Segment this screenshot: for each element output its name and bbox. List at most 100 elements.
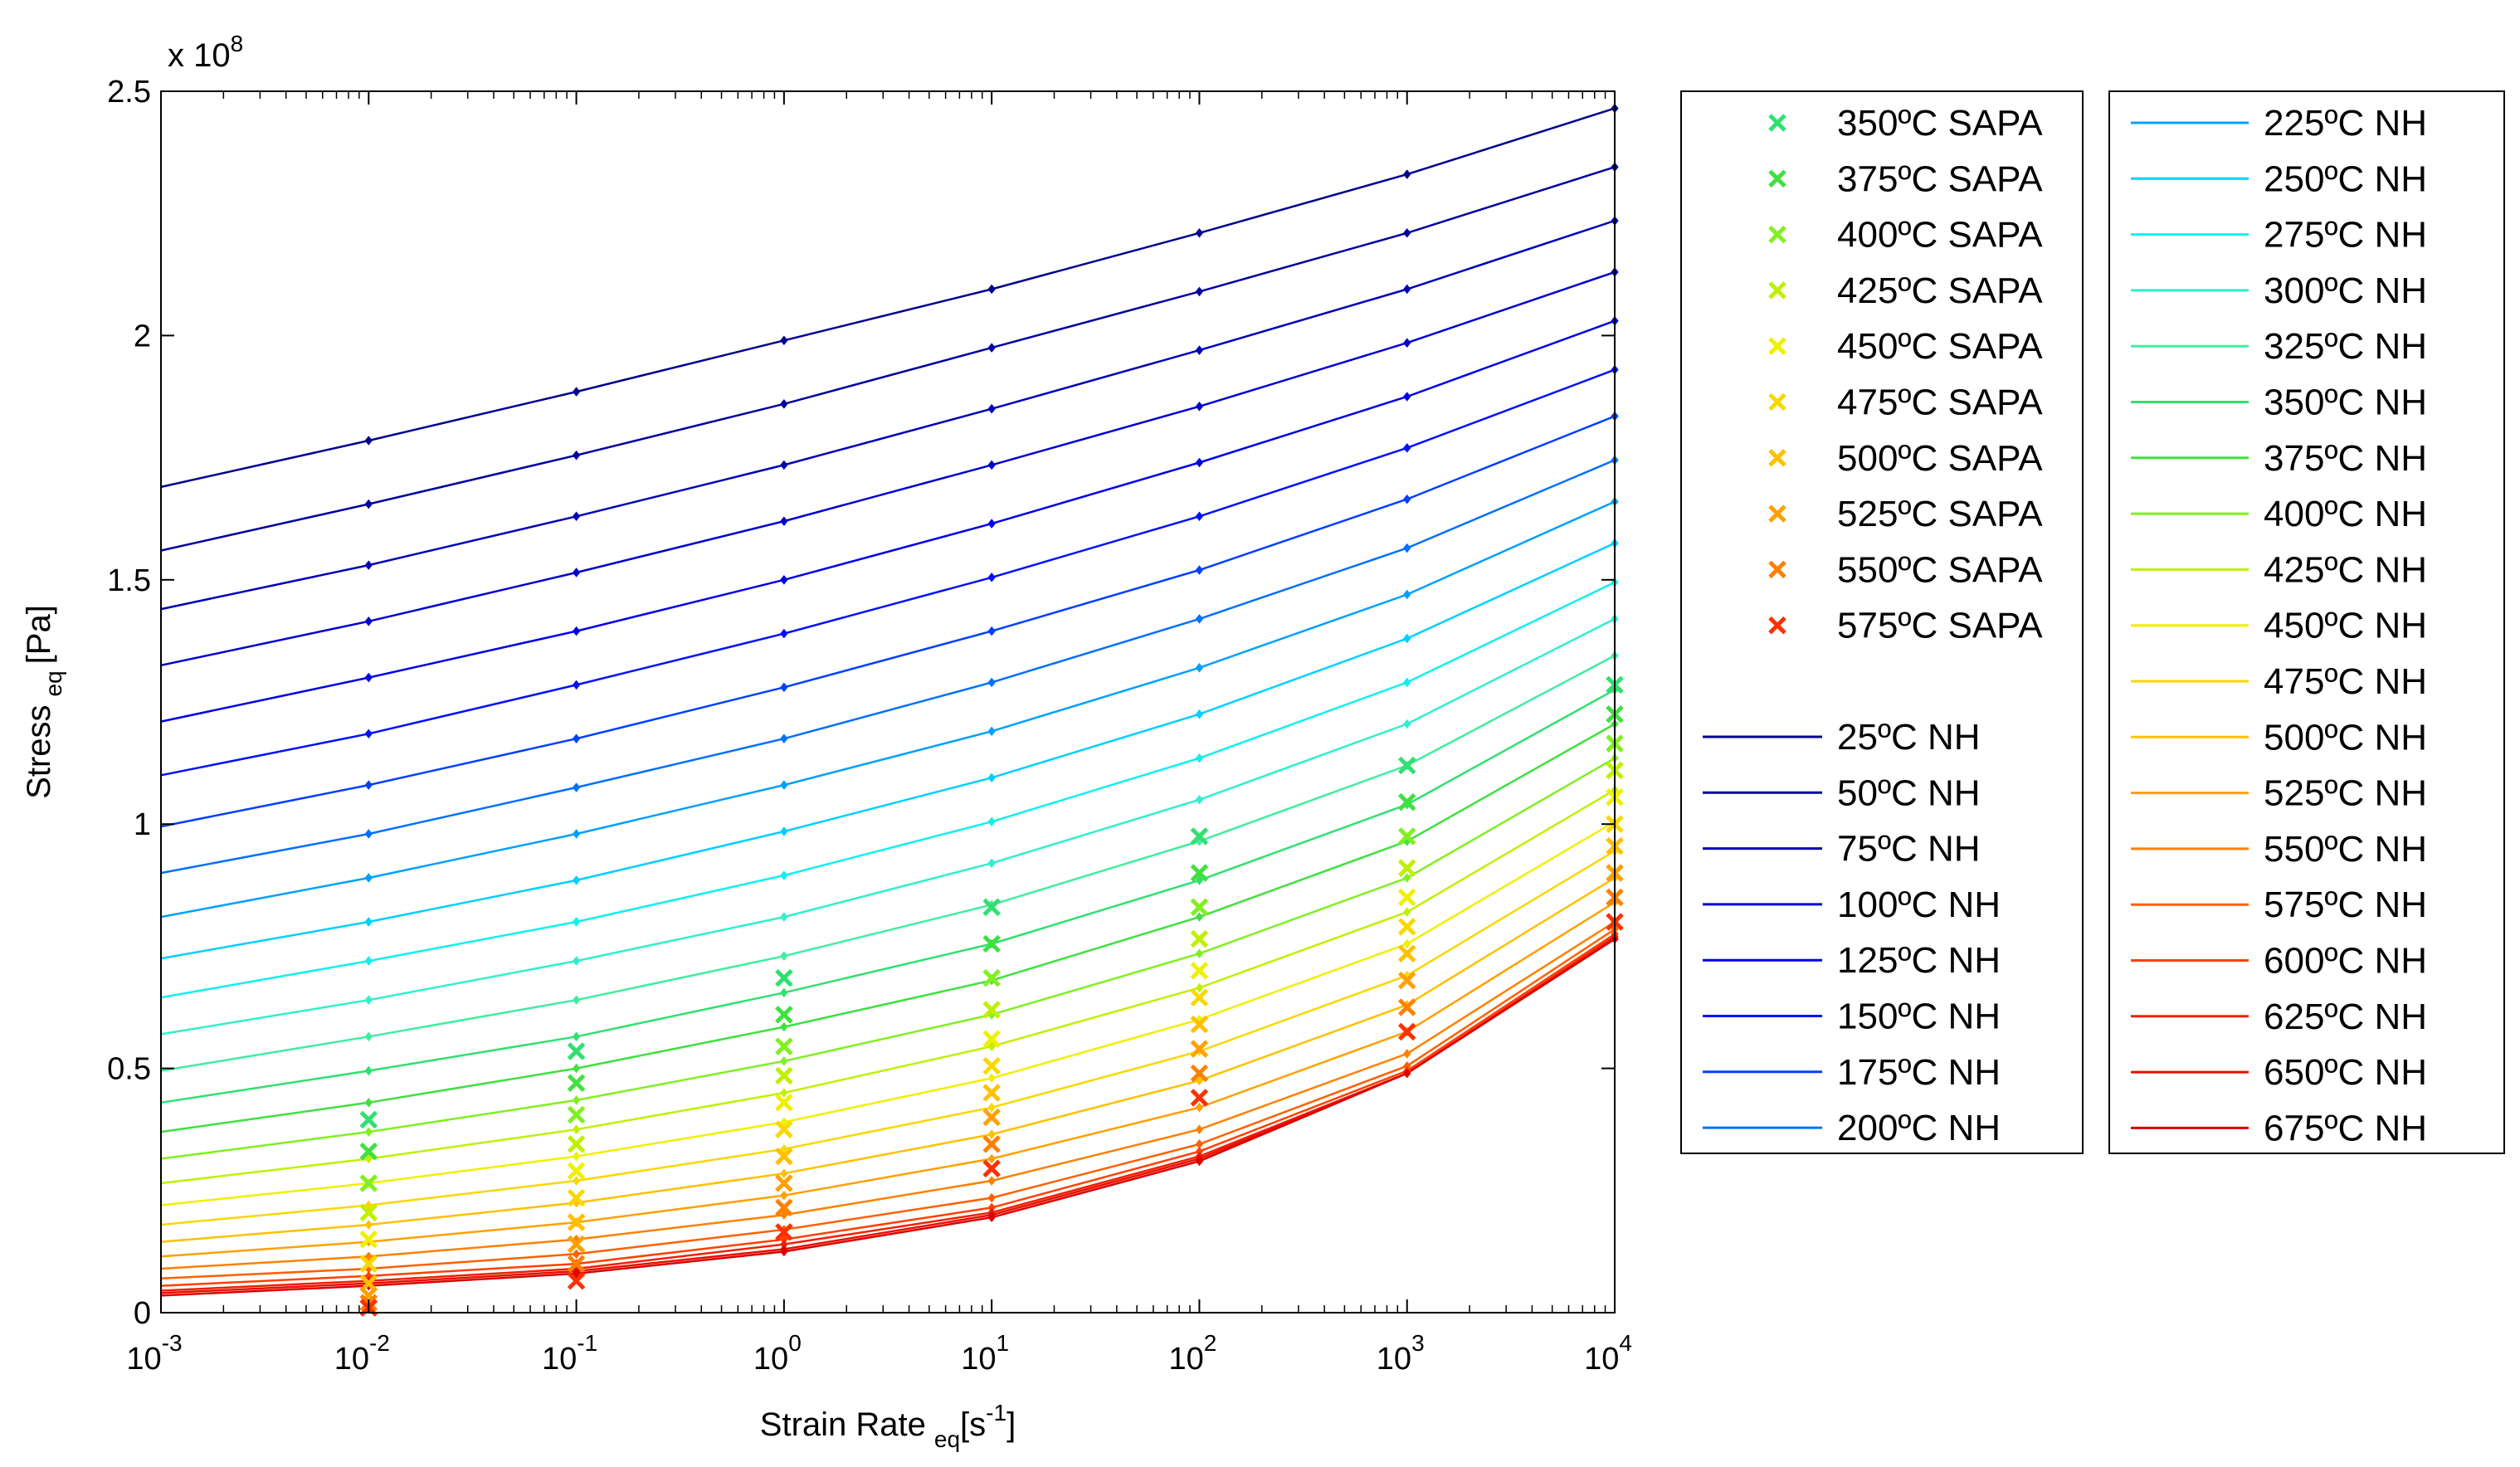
point-175c-nh-6 bbox=[1403, 494, 1411, 504]
series-line-175c-nh bbox=[160, 415, 1616, 828]
legend-item-400c-sapa: 400ºC SAPA bbox=[1768, 215, 2043, 256]
sapa-point-550c-sapa-2 bbox=[775, 1198, 793, 1217]
sapa-point-375c-sapa-2 bbox=[775, 1006, 793, 1024]
point-200c-nh-2 bbox=[572, 782, 581, 792]
sapa-point-575c-sapa-1 bbox=[567, 1271, 586, 1290]
legend-sapa-nh-left: 350ºC SAPA 375ºC SAPA 400ºC SAPA 425ºC SAPA… bbox=[1680, 90, 2084, 1154]
point-200c-nh-1 bbox=[364, 829, 373, 839]
point-225c-nh-6 bbox=[1403, 589, 1411, 600]
point-225c-nh-5 bbox=[1195, 662, 1204, 673]
y-axis-label: Stresseq[Pa] bbox=[21, 605, 66, 799]
legend-item-350c-nh: 350ºC NH bbox=[2131, 383, 2427, 423]
legend-marker bbox=[1768, 560, 1786, 579]
series-line-675c-nh bbox=[160, 938, 1616, 1297]
sapa-point-425c-sapa-2 bbox=[775, 1066, 793, 1085]
legend-item-375c-nh: 375ºC NH bbox=[2131, 438, 2427, 479]
point-150c-nh-4 bbox=[987, 573, 996, 582]
series-line-375c-nh bbox=[160, 723, 1616, 1133]
point-525c-nh-5 bbox=[1195, 1102, 1204, 1113]
point-300c-nh-4 bbox=[987, 858, 996, 869]
point-275c-nh-2 bbox=[572, 917, 581, 927]
x-tick-label: 100 bbox=[753, 1330, 802, 1377]
legend-label: 100ºC NH bbox=[1837, 885, 2001, 925]
point-675c-nh-2 bbox=[572, 1269, 581, 1279]
point-375c-nh-1 bbox=[364, 1098, 373, 1108]
point-675c-nh-3 bbox=[780, 1246, 788, 1257]
legend-item-550c-sapa: 550ºC SAPA bbox=[1768, 549, 2043, 590]
point-500c-nh-4 bbox=[987, 1129, 996, 1139]
legend-item-75c-nh: 75ºC NH bbox=[1703, 829, 1981, 870]
legend-label: 400ºC SAPA bbox=[1837, 215, 2043, 256]
legend-label: 75ºC NH bbox=[1837, 829, 1981, 870]
point-200c-nh-3 bbox=[780, 734, 788, 743]
sapa-point-525c-sapa-4 bbox=[1190, 1040, 1209, 1058]
legend-label: 25ºC NH bbox=[1837, 717, 1981, 758]
x-tick-label: 10-2 bbox=[334, 1330, 390, 1377]
sapa-point-400c-sapa-5 bbox=[1397, 827, 1416, 846]
point-475c-nh-4 bbox=[987, 1102, 996, 1113]
point-150c-nh-6 bbox=[1403, 443, 1411, 453]
point-175c-nh-5 bbox=[1195, 565, 1204, 575]
sapa-point-525c-sapa-3 bbox=[982, 1108, 1001, 1127]
legend-right-items: 225ºC NH 250ºC NH 275ºC NH 300ºC NH 325ºC NH… bbox=[2131, 103, 2427, 1148]
series-line-450c-nh bbox=[160, 821, 1616, 1206]
series-line-300c-nh bbox=[160, 617, 1616, 1036]
legend-item-200c-nh: 200ºC NH bbox=[1703, 1108, 2001, 1148]
series-line-200c-nh bbox=[160, 459, 1616, 875]
point-200c-nh-6 bbox=[1403, 543, 1411, 553]
point-275c-nh-4 bbox=[987, 816, 996, 827]
point-100c-nh-6 bbox=[1403, 338, 1411, 348]
point-400c-nh-6 bbox=[1403, 873, 1411, 883]
sapa-point-500c-sapa-4 bbox=[1190, 1015, 1209, 1034]
x-axis-label-sub: eq bbox=[934, 1426, 960, 1452]
point-50c-nh-2 bbox=[572, 450, 581, 461]
sapa-point-425c-sapa-4 bbox=[1190, 929, 1209, 948]
sapa-point-475c-sapa-5 bbox=[1397, 918, 1416, 936]
x-tick-label: 102 bbox=[1168, 1330, 1216, 1377]
legend-label: 525ºC SAPA bbox=[1837, 494, 2043, 534]
point-225c-nh-3 bbox=[780, 780, 788, 790]
legend-label: 300ºC NH bbox=[2264, 270, 2427, 311]
series-line-525c-nh bbox=[160, 901, 1616, 1258]
sapa-point-500c-sapa-3 bbox=[982, 1084, 1001, 1102]
point-75c-nh-1 bbox=[364, 560, 373, 570]
series-line-150c-nh bbox=[160, 368, 1616, 777]
point-50c-nh-3 bbox=[780, 399, 788, 409]
point-425c-nh-5 bbox=[1195, 982, 1204, 993]
legend-item-250c-nh: 250ºC NH bbox=[2131, 158, 2427, 199]
point-150c-nh-3 bbox=[780, 628, 788, 639]
point-150c-nh-1 bbox=[364, 729, 373, 739]
sapa-point-400c-sapa-3 bbox=[982, 968, 1001, 987]
legend-label: 475ºC SAPA bbox=[1837, 383, 2043, 423]
point-350c-nh-2 bbox=[572, 1031, 581, 1042]
point-525c-nh-3 bbox=[780, 1190, 788, 1201]
legend-item-50c-nh: 50ºC NH bbox=[1703, 772, 1981, 813]
legend-item-525c-sapa: 525ºC SAPA bbox=[1768, 494, 2043, 534]
point-75c-nh-5 bbox=[1195, 345, 1204, 355]
point-500c-nh-1 bbox=[364, 1220, 373, 1230]
series-line-400c-nh bbox=[160, 757, 1616, 1160]
sapa-point-375c-sapa-5 bbox=[1397, 792, 1416, 811]
legend-label: 125ºC NH bbox=[1837, 940, 2001, 981]
sapa-point-450c-sapa-2 bbox=[775, 1094, 793, 1112]
sapa-point-425c-sapa-0 bbox=[359, 1203, 378, 1222]
series-line-100c-nh bbox=[160, 270, 1616, 667]
legend-label: 675ºC NH bbox=[2264, 1108, 2427, 1148]
point-175c-nh-3 bbox=[780, 682, 788, 693]
sapa-point-425c-sapa-3 bbox=[982, 1001, 1001, 1019]
point-325c-nh-2 bbox=[572, 995, 581, 1005]
sapa-point-525c-sapa-5 bbox=[1397, 971, 1416, 990]
point-500c-nh-5 bbox=[1195, 1075, 1204, 1086]
x-axis-label-unit-exp: -1 bbox=[986, 1400, 1007, 1426]
point-200c-nh-4 bbox=[987, 677, 996, 688]
point-400c-nh-3 bbox=[780, 1055, 788, 1066]
legend-item-475c-sapa: 475ºC SAPA bbox=[1768, 383, 2043, 423]
point-300c-nh-3 bbox=[780, 912, 788, 922]
sapa-point-475c-sapa-4 bbox=[1190, 988, 1209, 1006]
point-575c-nh-4 bbox=[987, 1192, 996, 1203]
y-axis-label-unit: [Pa] bbox=[21, 605, 57, 664]
point-350c-nh-3 bbox=[780, 987, 788, 998]
legend-label: 400ºC NH bbox=[2264, 494, 2427, 534]
sapa-point-475c-sapa-0 bbox=[359, 1255, 378, 1273]
